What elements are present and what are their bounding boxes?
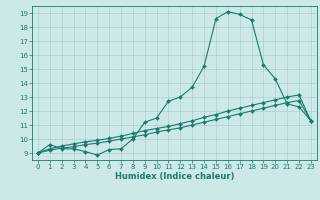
X-axis label: Humidex (Indice chaleur): Humidex (Indice chaleur) (115, 172, 234, 181)
